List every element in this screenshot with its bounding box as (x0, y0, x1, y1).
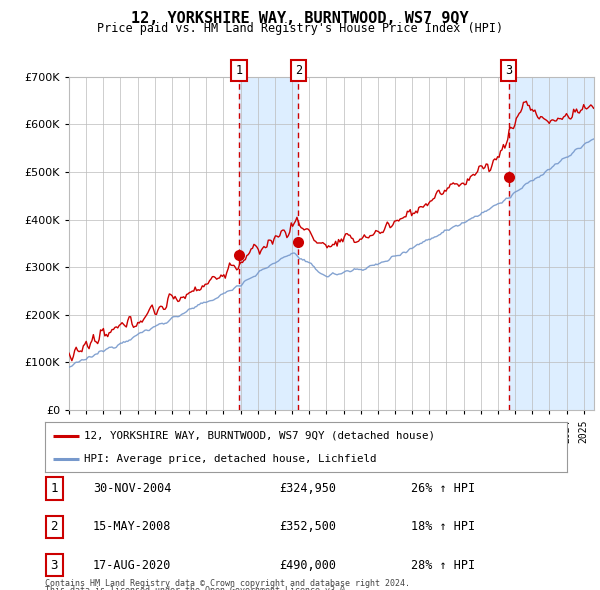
Text: 2: 2 (295, 64, 302, 77)
Text: £324,950: £324,950 (279, 482, 336, 495)
Text: £352,500: £352,500 (279, 520, 336, 533)
Text: 3: 3 (505, 64, 512, 77)
Text: 1: 1 (50, 482, 58, 495)
Bar (239, 77, 298, 410)
Text: 12, YORKSHIRE WAY, BURNTWOOD, WS7 9QY (detached house): 12, YORKSHIRE WAY, BURNTWOOD, WS7 9QY (d… (84, 431, 435, 441)
Text: 12, YORKSHIRE WAY, BURNTWOOD, WS7 9QY: 12, YORKSHIRE WAY, BURNTWOOD, WS7 9QY (131, 11, 469, 25)
Text: 26% ↑ HPI: 26% ↑ HPI (411, 482, 475, 495)
Text: Contains HM Land Registry data © Crown copyright and database right 2024.: Contains HM Land Registry data © Crown c… (45, 579, 410, 588)
Text: This data is licensed under the Open Government Licence v3.0.: This data is licensed under the Open Gov… (45, 586, 350, 590)
Text: HPI: Average price, detached house, Lichfield: HPI: Average price, detached house, Lich… (84, 454, 377, 464)
Text: 15-MAY-2008: 15-MAY-2008 (93, 520, 172, 533)
Text: 30-NOV-2004: 30-NOV-2004 (93, 482, 172, 495)
Text: 28% ↑ HPI: 28% ↑ HPI (411, 559, 475, 572)
Text: 17-AUG-2020: 17-AUG-2020 (93, 559, 172, 572)
Text: 3: 3 (50, 559, 58, 572)
Text: Price paid vs. HM Land Registry's House Price Index (HPI): Price paid vs. HM Land Registry's House … (97, 22, 503, 35)
Text: £490,000: £490,000 (279, 559, 336, 572)
Text: 1: 1 (236, 64, 242, 77)
Text: 18% ↑ HPI: 18% ↑ HPI (411, 520, 475, 533)
Bar (509, 77, 594, 410)
Text: 2: 2 (50, 520, 58, 533)
